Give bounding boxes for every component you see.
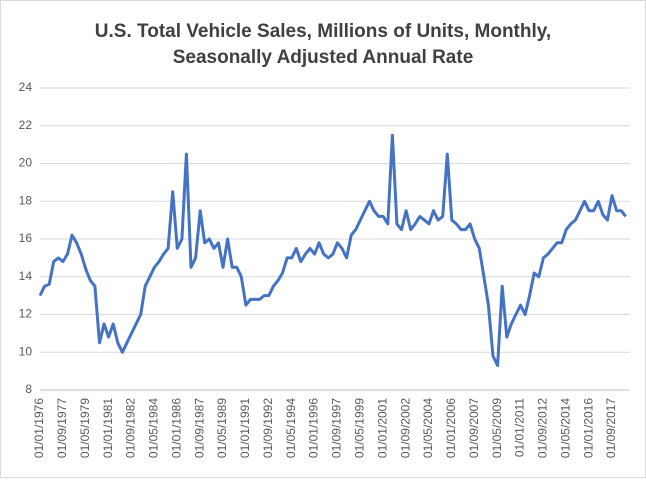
x-tick-label: 01/05/2009 xyxy=(490,398,504,458)
data-line xyxy=(38,133,627,367)
x-tick-label: 01/09/1977 xyxy=(55,398,69,458)
x-tick-label: 01/09/1997 xyxy=(330,398,344,458)
x-tick-label: 01/01/1996 xyxy=(307,398,321,458)
y-tick-label: 14 xyxy=(19,269,33,283)
x-tick-label: 01/09/2012 xyxy=(536,398,550,458)
x-tick-label: 01/05/1989 xyxy=(215,398,229,458)
x-tick-label: 01/01/2011 xyxy=(513,398,527,457)
y-tick-label: 16 xyxy=(19,231,33,245)
x-tick-label: 01/01/2006 xyxy=(444,398,458,458)
x-tick-label: 01/09/1992 xyxy=(261,398,275,458)
y-tick-label: 10 xyxy=(19,344,33,358)
x-tick-label: 01/05/2004 xyxy=(421,398,435,458)
y-tick-label: 20 xyxy=(19,156,33,170)
y-tick-label: 12 xyxy=(19,307,33,321)
x-tick-label: 01/09/1987 xyxy=(192,398,206,458)
chart-title: Seasonally Adjusted Annual Rate xyxy=(173,47,474,68)
x-tick-label: 01/05/1979 xyxy=(78,398,92,458)
y-tick-label: 24 xyxy=(19,80,33,94)
x-tick-label: 01/05/1984 xyxy=(147,398,161,458)
x-tick-label: 01/09/2002 xyxy=(398,398,412,458)
x-tick-label: 01/01/2001 xyxy=(375,398,389,458)
y-tick-label: 18 xyxy=(19,193,33,207)
x-tick-label: 01/05/1999 xyxy=(352,398,366,458)
x-tick-label: 01/01/2016 xyxy=(581,398,595,458)
x-tick-label: 01/09/2007 xyxy=(467,398,481,458)
x-tick-label: 01/05/2014 xyxy=(558,398,572,458)
chart-title: U.S. Total Vehicle Sales, Millions of Un… xyxy=(95,21,551,42)
x-tick-label: 01/01/1986 xyxy=(169,398,183,458)
x-tick-label: 01/09/2017 xyxy=(604,398,618,458)
x-tick-label: 01/09/1982 xyxy=(124,398,138,458)
x-tick-label: 01/05/1994 xyxy=(284,398,298,458)
x-tick-label: 01/01/1991 xyxy=(238,398,252,458)
y-tick-label: 22 xyxy=(19,118,33,132)
x-tick-label: 01/01/1976 xyxy=(32,398,46,458)
y-tick-label: 8 xyxy=(25,382,32,396)
x-tick-label: 01/01/1981 xyxy=(101,398,115,458)
